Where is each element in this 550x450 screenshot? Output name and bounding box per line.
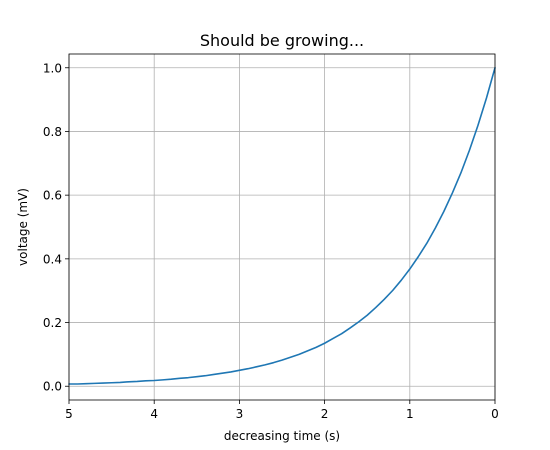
series-layer [68,66,496,385]
y-axis-label: voltage (mV) [16,188,30,266]
y-tick-label: 0.2 [43,316,62,330]
plot-frame [68,53,496,401]
y-tick-label: 0.4 [43,252,62,266]
grid [68,54,496,400]
x-axis-label: decreasing time (s) [224,429,340,443]
ticks: 5 4 3 2 1 0 0.0 0.2 0.4 0.6 0.8 1.0 [43,61,499,421]
y-tick-label: 0.0 [43,380,62,394]
x-tick-label: 1 [406,407,414,421]
y-tick-label: 1.0 [43,61,62,75]
y-tick-label: 0.6 [43,189,62,203]
x-tick-label: 4 [150,407,158,421]
x-tick-label: 0 [491,407,499,421]
x-tick-label: 5 [65,407,73,421]
series-line-0 [68,66,496,385]
y-tick-label: 0.8 [43,125,62,139]
x-tick-label: 3 [236,407,244,421]
chart-title: Should be growing... [200,31,364,50]
x-tick-label: 2 [321,407,329,421]
